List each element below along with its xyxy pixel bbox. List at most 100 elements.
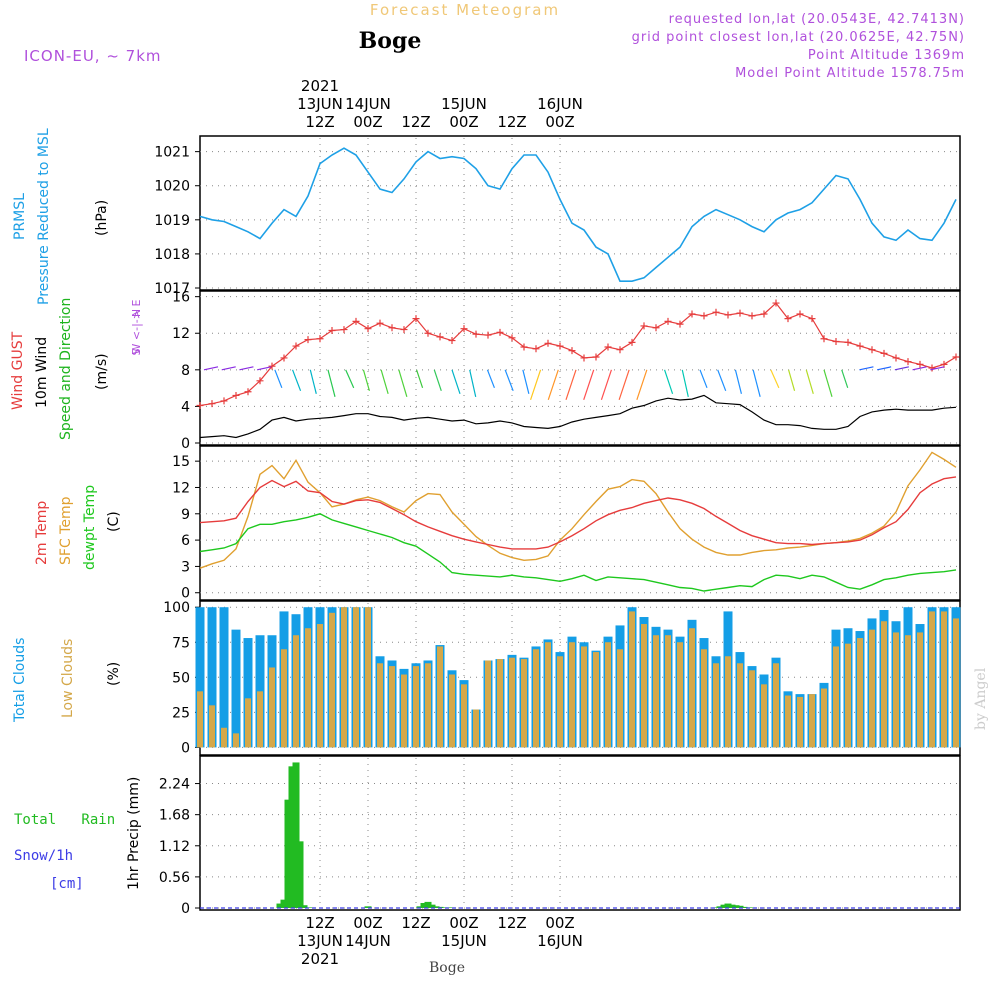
gust-marker [496,328,504,336]
y-tick-label: 12 [172,326,190,342]
low-cloud-bar [629,611,635,748]
low-cloud-bar [413,666,419,748]
y-tick-label: 1020 [154,179,190,195]
gust-marker [604,343,612,351]
low-cloud-bar [281,649,287,748]
low-cloud-bar [845,643,851,748]
dewpt-line [199,513,957,592]
gust-marker [676,320,684,328]
precip-ylabel-snow: Snow/1h [14,848,73,864]
y-tick-label: 15 [172,454,190,470]
credit-watermark: by Angel [973,667,989,730]
clouds-ylabel-2: Low Clouds [60,639,76,718]
wind-arrow [469,369,477,397]
gust-marker [460,325,468,333]
low-cloud-bar [353,607,359,748]
temperature-panel [199,445,961,601]
rain-bar [736,905,744,908]
gust-marker [532,345,540,353]
gust-marker [880,349,888,357]
gust-marker [700,312,708,320]
low-cloud-bar [773,663,779,748]
wind-arrow [416,369,424,389]
low-cloud-bar [785,695,791,748]
y-tick-label: 0 [181,901,190,917]
gust-marker [748,312,756,320]
low-cloud-bar [617,649,623,748]
wind-arrow [805,369,814,394]
rain-bar [428,904,436,908]
gust-marker [484,331,492,339]
model-label: ICON-EU, ~ 7km [24,47,162,65]
precip-ylabel-snow-unit: [cm] [50,876,84,892]
wind-arrow [547,369,559,401]
wind-arrow [522,369,530,394]
gust-marker [232,391,240,399]
rain-bar [432,906,440,908]
low-cloud-bar [677,642,683,748]
gust-marker [832,337,840,345]
gust-marker [268,362,276,370]
top-time-label: 16JUN [537,95,583,113]
rain-bar [740,906,748,908]
temp-ylabel-1: 2m Temp [34,501,50,565]
rain-bar [728,904,736,908]
wind-arrow [345,369,355,389]
top-time-label: 15JUN [441,95,487,113]
y-tick-label: 25 [172,705,190,721]
wind-arrow [203,366,219,371]
low-cloud-bar [953,618,959,748]
wind-mean-line [199,394,957,439]
gust-marker [292,342,300,350]
model-altitude: Model Point Altitude 1578.75m [735,66,965,81]
low-cloud-bar [665,635,671,748]
gust-marker [736,309,744,317]
wind-arrow [433,369,442,392]
rain-bar [288,766,296,908]
wind-arrow [618,369,630,401]
top-time-label: 00Z [353,113,382,131]
y-tick-label: 1.68 [159,808,190,824]
gust-marker [316,335,324,343]
gust-marker [304,336,312,344]
wind-arrow [583,369,595,401]
low-cloud-bar [893,632,899,748]
bottom-time-label: 00Z [545,914,574,932]
bottom-time-label: 13JUN [297,932,343,950]
low-cloud-bar [389,666,395,748]
bottom-time-label: 16JUN [537,932,583,950]
wind-arrow [699,369,708,389]
gust-marker [784,315,792,323]
low-cloud-bar [689,628,695,748]
wind-arrow [292,369,302,392]
temp2m-line [199,476,957,550]
gust-marker [376,319,384,327]
gust-marker [688,310,696,318]
wind-arrow [257,366,272,371]
bottom-time-label: 12Z [305,914,334,932]
low-cloud-bar [209,705,215,748]
gust-marker [916,360,924,368]
top-time-label: 12Z [497,113,526,131]
rain-bar [720,904,728,908]
bottom-time-label: 12Z [497,914,526,932]
low-cloud-bar [869,629,875,748]
gust-marker [556,342,564,350]
total-cloud-bar [219,607,229,748]
total-cloud-bar [195,607,205,748]
low-cloud-bar [761,684,767,748]
low-cloud-bar [833,646,839,748]
pressure-ylabel-unit: (hPa) [94,200,110,236]
low-cloud-bar [425,663,431,748]
low-cloud-bar [581,646,587,748]
low-cloud-bar [461,684,467,748]
low-cloud-bar [257,691,263,748]
wind-arrow [877,366,892,371]
rain-bar [276,903,284,908]
low-cloud-bar [725,656,731,748]
gust-marker [196,402,204,409]
gust-marker [712,308,720,316]
wind-arrow [221,366,236,371]
gust-marker [280,354,288,362]
